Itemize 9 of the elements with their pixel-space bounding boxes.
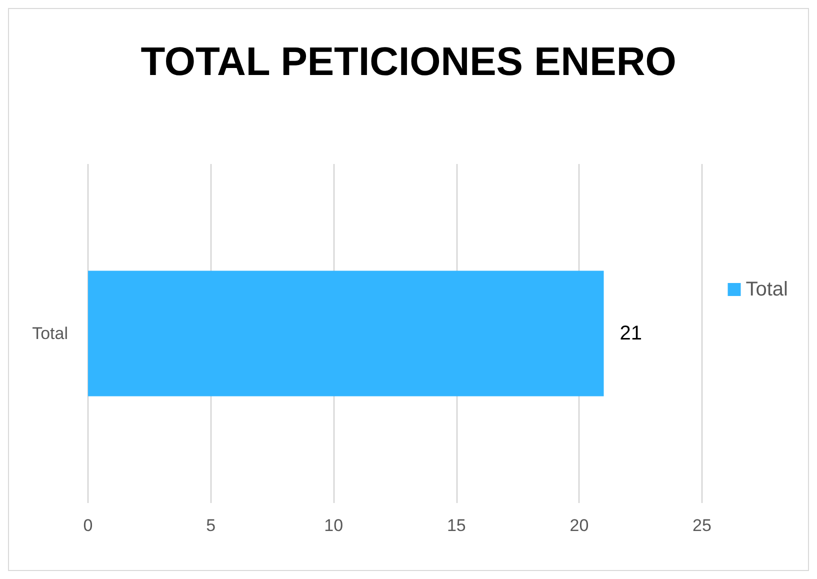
x-tick-label: 25: [692, 516, 712, 535]
data-label: 21: [620, 322, 642, 344]
legend-label: Total: [746, 278, 788, 300]
x-tick-label: 15: [446, 516, 466, 535]
x-tick-label: 0: [83, 516, 93, 535]
x-tick-label: 10: [324, 516, 344, 535]
x-tick-label: 5: [206, 516, 216, 535]
x-tick-label: 20: [570, 516, 589, 535]
chart-title: TOTAL PETICIONES ENERO: [140, 40, 676, 84]
